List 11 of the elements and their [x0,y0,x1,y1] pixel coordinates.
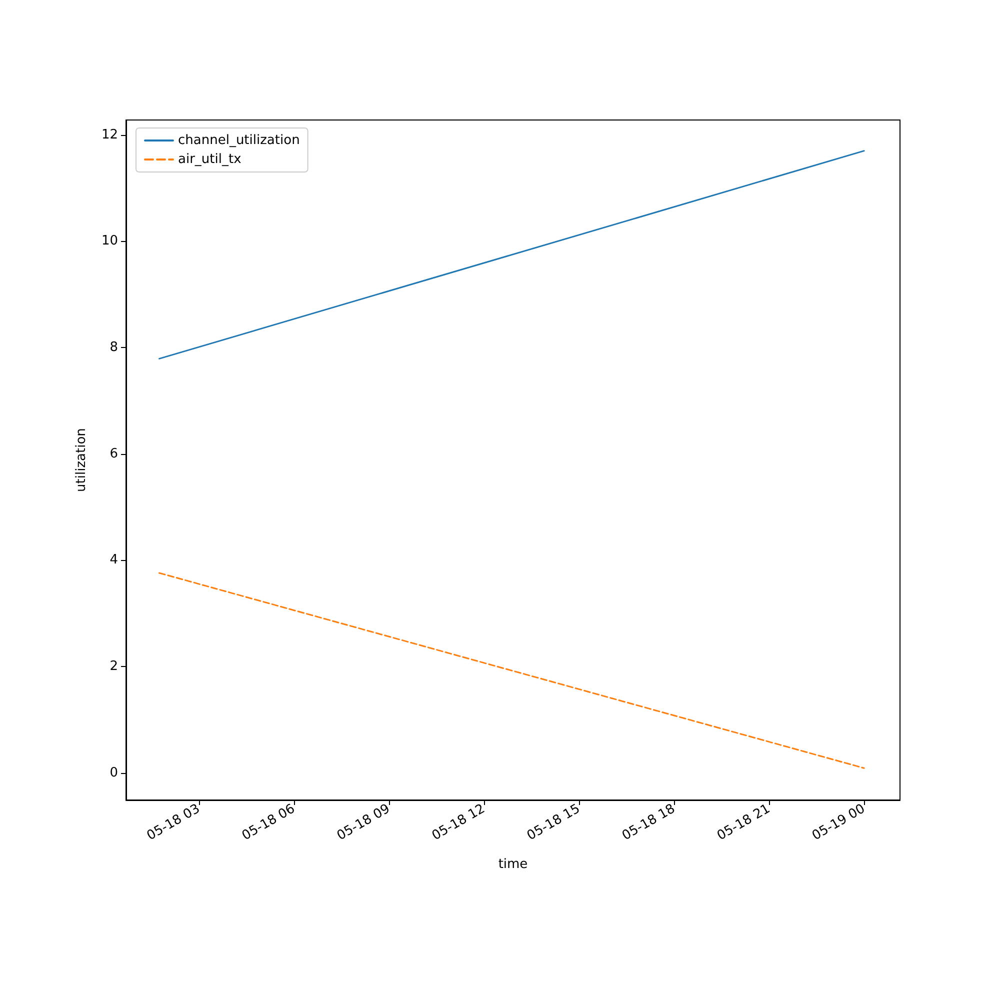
y-axis-title: utilization [74,428,89,492]
y-tick-label: 0 [110,765,118,780]
y-tick-label: 6 [110,446,118,462]
y-tick-label: 8 [110,340,118,356]
y-tick-label: 10 [101,234,118,249]
y-tick-label: 4 [110,552,118,568]
y-tick-label: 12 [101,127,118,142]
legend-label: channel_utilization [178,133,300,148]
y-tick-label: 2 [110,659,118,674]
legend-label: air_util_tx [178,152,242,167]
x-axis-title: time [498,857,528,872]
